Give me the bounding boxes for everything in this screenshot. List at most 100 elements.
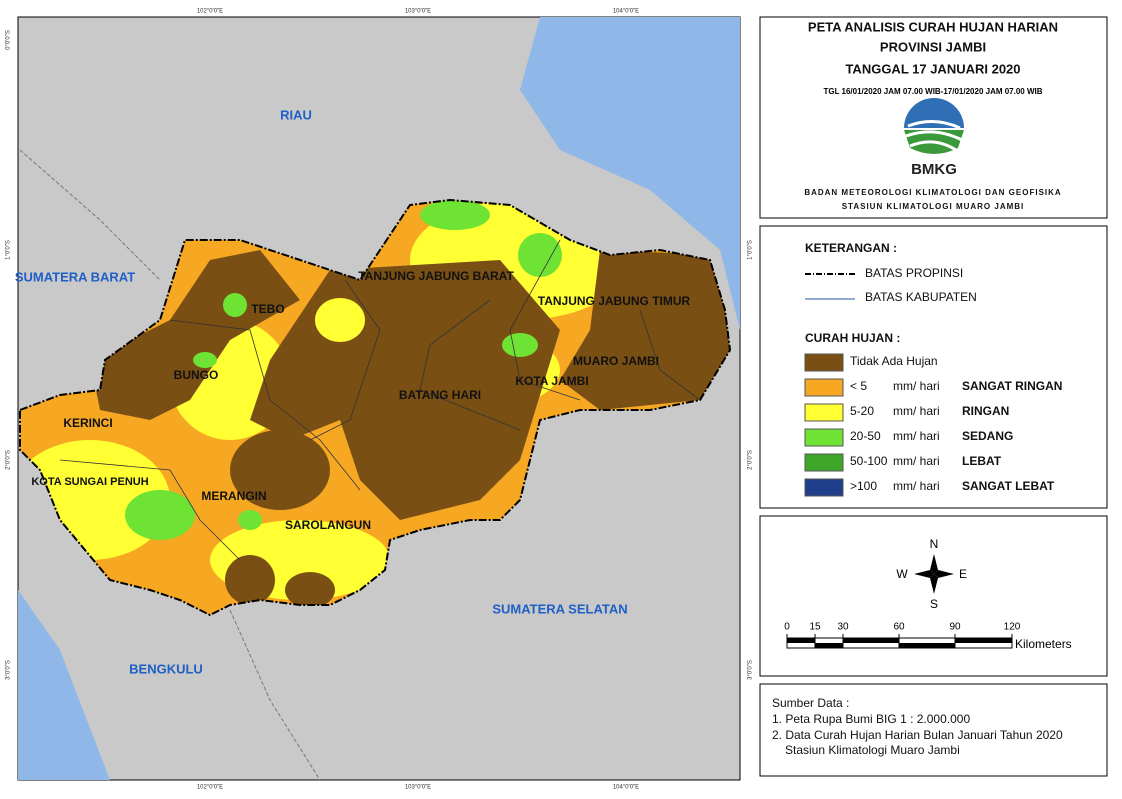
legend-swatch	[804, 353, 844, 372]
sources-panel: Sumber Data : 1. Peta Rupa Bumi BIG 1 : …	[759, 683, 1108, 777]
latitude-label: 0°0'0"S	[6, 30, 12, 50]
area-green	[238, 510, 262, 530]
latitude-label: 2°0'0"S	[748, 450, 754, 470]
longitude-label: 103°0'0"E	[405, 9, 431, 15]
title: TANGGAL 17 JANUARI 2020	[845, 61, 1020, 76]
compass-panel: N S E W 0 15 30 60 90 120 Kilometers	[759, 515, 1108, 677]
district-label: KOTA SUNGAI PENUH	[31, 476, 148, 488]
latitude-label: 3°0'0"S	[748, 660, 754, 680]
longitude-label: 104°0'0"E	[613, 785, 639, 791]
legend-range: 20-50	[850, 429, 881, 443]
scale-label: 15	[809, 622, 821, 633]
logo: BMKG	[904, 98, 964, 178]
legend-swatch	[804, 378, 844, 397]
logo-shape	[904, 98, 964, 128]
sea	[520, 17, 740, 330]
area-dry	[225, 555, 275, 605]
district-label: MUARO JAMBI	[573, 354, 659, 368]
district-label: KERINCI	[63, 416, 112, 430]
compass-arrow	[930, 574, 938, 594]
latitude-label: 2°0'0"S	[6, 450, 12, 470]
compass-label: S	[930, 597, 938, 611]
longitude-label: 102°0'0"E	[197, 785, 223, 791]
latitude-label: 3°0'0"S	[6, 660, 12, 680]
scale-segment	[815, 643, 843, 648]
district-label: TANJUNG JABUNG TIMUR	[538, 294, 691, 308]
province-border	[19, 149, 161, 281]
legend-category: SEDANG	[962, 429, 1013, 443]
area-green	[502, 333, 538, 357]
legend-unit: mm/ hari	[893, 479, 940, 493]
compass-label: W	[896, 567, 908, 581]
logo-shape	[905, 120, 963, 152]
district-border	[639, 309, 701, 401]
neighbor-label: BENGKULU	[129, 661, 203, 676]
legend-range: Tidak Ada Hujan	[850, 354, 938, 368]
compass-arrow	[930, 554, 938, 574]
scale-label: 30	[837, 622, 849, 633]
district-label: KOTA JAMBI	[515, 374, 588, 388]
latitude-label: 1°0'0"S	[6, 240, 12, 260]
district-border	[419, 299, 521, 431]
area-yellow	[315, 298, 365, 342]
area-dry	[90, 250, 300, 420]
district-border	[509, 239, 581, 401]
agency: BADAN METEOROLOGI KLIMATOLOGI DAN GEOFIS…	[804, 188, 1061, 197]
district-label: MERANGIN	[201, 489, 266, 503]
district-label: TANJUNG JABUNG BARAT	[358, 269, 514, 283]
panel	[759, 515, 1108, 677]
title: PROVINSI JAMBI	[880, 39, 986, 54]
period: TGL 16/01/2020 JAM 07.00 WIB-17/01/2020 …	[823, 87, 1042, 96]
panel	[759, 683, 1108, 777]
district-label: BATANG HARI	[399, 388, 481, 402]
area-dry	[230, 430, 330, 510]
rainfall-layer	[20, 200, 730, 615]
legend-swatch	[804, 403, 844, 422]
header-panel: PETA ANALISIS CURAH HUJAN HARIAN PROVINS…	[759, 16, 1108, 219]
compass-label: E	[959, 567, 967, 581]
area-green	[193, 352, 217, 368]
province-border	[229, 609, 321, 781]
scale-segment	[955, 638, 1012, 643]
legend-category: RINGAN	[962, 404, 1009, 418]
district-label: SAROLANGUN	[285, 518, 371, 532]
area-green	[125, 490, 195, 540]
legend-classes: Tidak Ada Hujan < 5 mm/ hari SANGAT RINGAN 5…	[804, 353, 1062, 497]
legend-range: 5-20	[850, 404, 874, 418]
compass-arrow	[934, 570, 954, 578]
legend-unit: mm/ hari	[893, 379, 940, 393]
legend-category: LEBAT	[962, 454, 1002, 468]
compass-label: N	[930, 537, 939, 551]
scale-label: 120	[1004, 622, 1021, 633]
legend-swatch	[804, 453, 844, 472]
legend-unit: mm/ hari	[893, 404, 940, 418]
neighbor-label: SUMATERA BARAT	[15, 269, 135, 284]
district-border	[59, 459, 241, 561]
district-label: TEBO	[251, 302, 284, 316]
legend-heading: KETERANGAN :	[805, 241, 897, 255]
legend-label: BATAS PROPINSI	[865, 266, 963, 280]
latitude-label: 1°0'0"S	[748, 240, 754, 260]
area-dry	[285, 572, 335, 608]
legend-range: 50-100	[850, 454, 888, 468]
scale-label: 90	[949, 622, 961, 633]
longitude-label: 104°0'0"E	[613, 9, 639, 15]
scale-bar: 0 15 30 60 90 120	[784, 622, 1021, 649]
logo-text: BMKG	[911, 161, 957, 178]
scale-label: 60	[893, 622, 905, 633]
source-item: Stasiun Klimatologi Muaro Jambi	[785, 743, 960, 757]
area-green	[223, 293, 247, 317]
legend-heading: CURAH HUJAN :	[805, 331, 900, 345]
source-heading: Sumber Data :	[772, 696, 849, 710]
legend-label: BATAS KABUPATEN	[865, 290, 977, 304]
neighbor-label: RIAU	[280, 107, 312, 122]
source-item: 2. Data Curah Hujan Harian Bulan Januari…	[772, 728, 1063, 742]
agency: STASIUN KLIMATOLOGI MUARO JAMBI	[842, 202, 1025, 211]
compass-arrow	[914, 570, 934, 578]
area-green	[518, 233, 562, 277]
province-border	[19, 198, 732, 617]
longitude-label: 102°0'0"E	[197, 9, 223, 15]
legend-swatch	[804, 478, 844, 497]
